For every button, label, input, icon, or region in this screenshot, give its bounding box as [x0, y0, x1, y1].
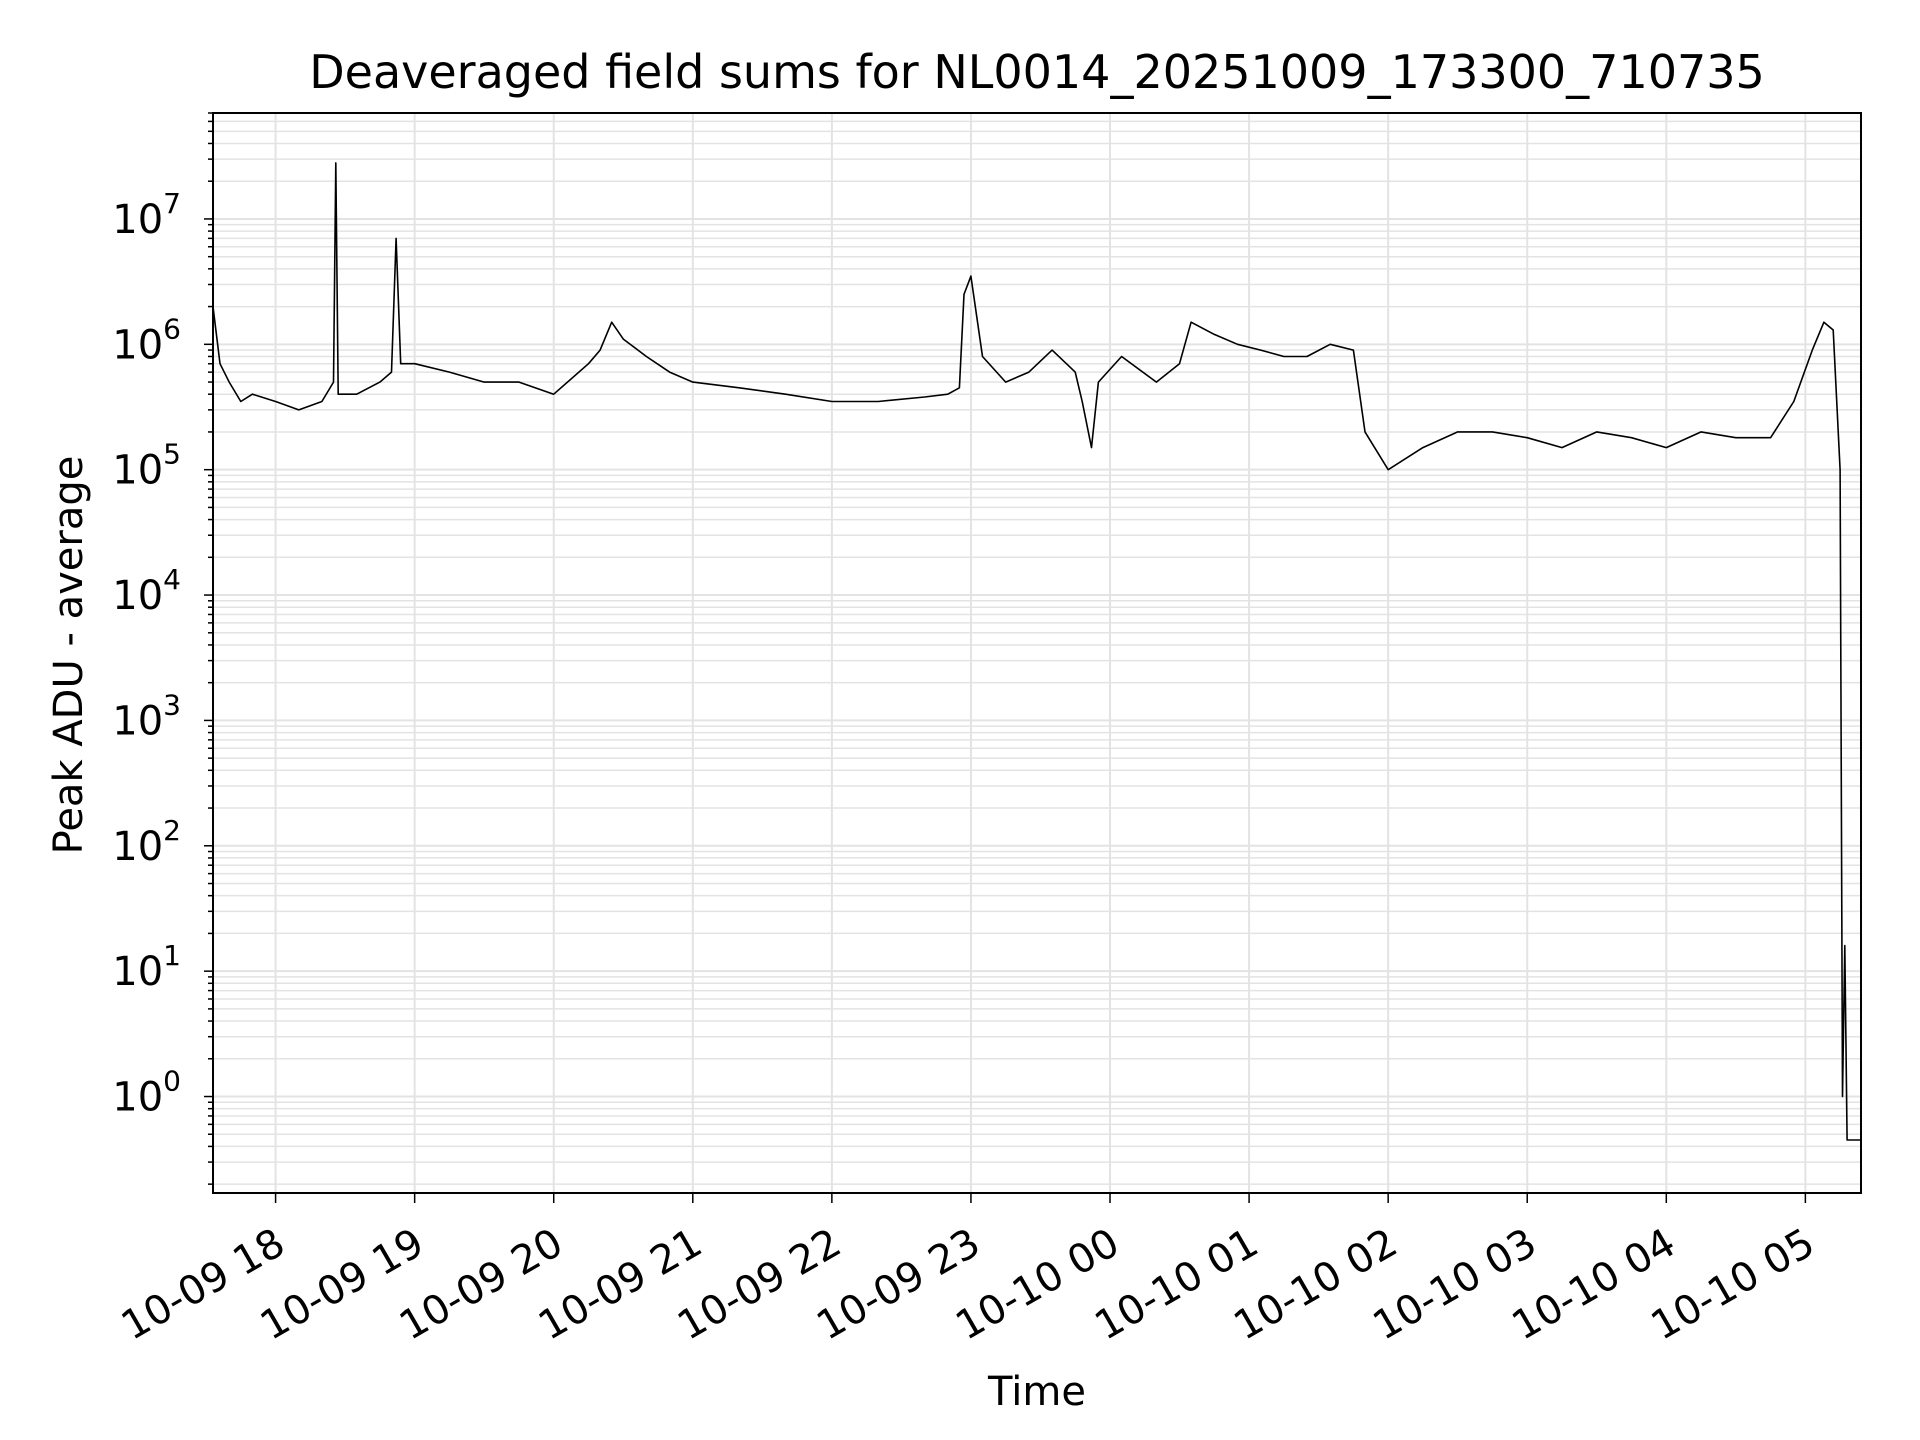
- series-line: [212, 162, 1861, 1141]
- y-tick-label: 105: [112, 438, 181, 494]
- y-tick-label: 104: [112, 563, 181, 619]
- y-axis-label: Peak ADU - average: [46, 456, 92, 855]
- y-tick-label: 106: [112, 312, 181, 368]
- y-tick-label: 102: [112, 814, 181, 870]
- y-tick-label: 101: [112, 939, 181, 995]
- grid: [213, 112, 1861, 1193]
- y-tick-label: 100: [112, 1065, 181, 1121]
- plot-frame: [212, 112, 1862, 1194]
- x-axis-label: Time: [987, 1369, 1086, 1415]
- series-layer: [212, 162, 1861, 1141]
- y-tick-label: 107: [112, 187, 181, 243]
- y-tick-label: 103: [112, 688, 181, 744]
- chart-title: Deaveraged field sums for NL0014_2025100…: [309, 45, 1765, 99]
